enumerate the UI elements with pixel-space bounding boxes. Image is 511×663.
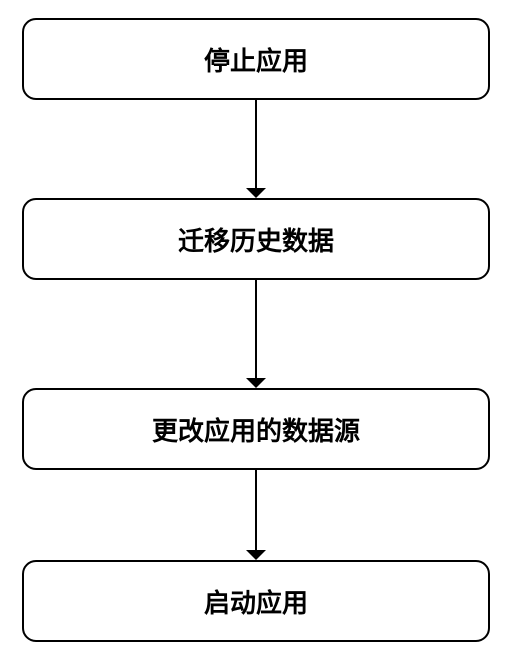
flowchart-node-change-datasource: 更改应用的数据源 [22, 388, 490, 470]
arrow-line [255, 470, 257, 550]
node-label: 停止应用 [204, 41, 308, 78]
node-label: 迁移历史数据 [178, 221, 334, 258]
arrow-line [255, 100, 257, 188]
flowchart-node-start-app: 启动应用 [22, 560, 490, 642]
flowchart-node-migrate-data: 迁移历史数据 [22, 198, 490, 280]
flowchart-node-stop-app: 停止应用 [22, 18, 490, 100]
arrow-line [255, 280, 257, 378]
node-label: 更改应用的数据源 [152, 411, 360, 448]
node-label: 启动应用 [204, 583, 308, 620]
flowchart-container: 停止应用 迁移历史数据 更改应用的数据源 启动应用 [0, 0, 511, 663]
